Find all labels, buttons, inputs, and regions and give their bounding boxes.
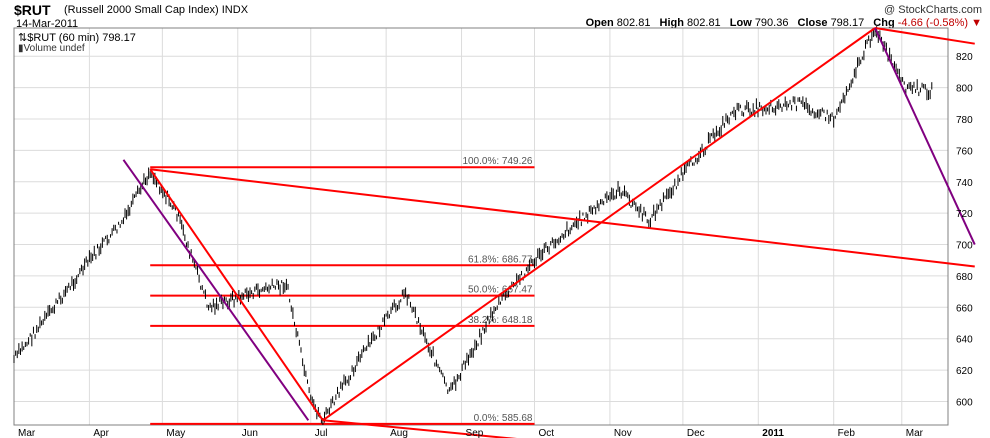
y-tick-label: 660 — [956, 303, 973, 314]
x-tick-label: Apr — [93, 428, 109, 438]
plot-border — [13, 27, 949, 426]
purple-channel-line-2 — [874, 27, 976, 245]
x-tick-label: Jul — [315, 428, 328, 438]
open-value: 802.81 — [616, 17, 651, 29]
long-resistance-line — [150, 168, 975, 268]
y-axis: 600 620 640 660 680 700 720 740 760 780 800 820 — [956, 52, 973, 408]
y-tick-label: 740 — [956, 178, 973, 189]
x-tick-label: Dec — [687, 428, 705, 438]
fib-label: 38.2%: 648.18 — [468, 315, 533, 326]
fib-label: 0.0%: 585.68 — [474, 413, 533, 424]
high-label: High — [659, 17, 684, 29]
fibonacci-levels: 100.0%: 749.26 61.8%: 686.77 50.0%: 667.47… — [150, 156, 535, 425]
exchange: INDX — [221, 4, 249, 16]
x-tick-label: May — [166, 428, 185, 438]
quote-bar: Open 802.81 High 802.81 Low 790.36 Close… — [580, 17, 982, 29]
fib-label: 50.0%: 667.47 — [468, 285, 533, 296]
y-tick-label: 780 — [956, 115, 973, 126]
close-value: 798.17 — [830, 17, 865, 29]
series-legend: ⇅$RUT (60 min) 798.17 — [18, 31, 136, 44]
chg-label: Chg — [873, 17, 895, 29]
y-tick-label: 600 — [956, 397, 973, 408]
y-tick-label: 760 — [956, 146, 973, 157]
price-series — [13, 26, 933, 425]
low-value: 790.36 — [754, 17, 789, 29]
chart-date: 14-Mar-2011 — [16, 18, 79, 30]
volume-legend: ▮Volume undef — [18, 43, 85, 54]
chart-grid — [13, 28, 948, 425]
x-tick-label: 2011 — [762, 428, 784, 438]
bottom-support-line — [322, 419, 518, 438]
down-arrow-icon: ▼ — [971, 17, 982, 29]
x-tick-label: Feb — [838, 428, 856, 438]
x-tick-label: Mar — [18, 428, 36, 438]
x-axis: Mar Apr May Jun Jul Aug Sep Oct Nov Dec 2011 Feb Mar — [18, 428, 924, 438]
y-tick-label: 820 — [956, 52, 973, 63]
symbol: $RUT — [14, 2, 51, 18]
index-name: (Russell 2000 Small Cap Index) INDX — [64, 4, 248, 16]
y-tick-label: 640 — [956, 335, 973, 346]
y-tick-label: 620 — [956, 366, 973, 377]
x-tick-label: Mar — [906, 428, 924, 438]
x-tick-label: Nov — [614, 428, 632, 438]
downtrend-line — [149, 168, 324, 421]
y-tick-label: 700 — [956, 241, 973, 252]
series-legend-text: $RUT (60 min) 798.17 — [27, 32, 136, 44]
fib-label: 61.8%: 686.77 — [468, 254, 533, 265]
x-tick-label: Oct — [539, 428, 555, 438]
volume-legend-icon: ▮ — [18, 43, 24, 54]
low-label: Low — [729, 17, 752, 29]
x-tick-label: Aug — [390, 428, 408, 438]
x-tick-label: Jun — [242, 428, 258, 438]
index-full-name: (Russell 2000 Small Cap Index) — [64, 4, 219, 16]
close-label: Close — [797, 17, 828, 29]
y-tick-label: 680 — [956, 272, 973, 283]
site-credit: @ StockCharts.com — [884, 4, 982, 16]
top-resistance-line — [874, 27, 975, 45]
y-tick-label: 720 — [956, 209, 973, 220]
high-value: 802.81 — [687, 17, 721, 29]
trendlines — [122, 27, 976, 438]
fib-label: 100.0%: 749.26 — [462, 156, 532, 167]
uptrend-line — [322, 27, 876, 422]
open-label: Open — [585, 17, 614, 29]
y-tick-label: 800 — [956, 84, 973, 95]
chg-value: -4.66 (-0.58%) — [897, 17, 969, 29]
series-legend-icon: ⇅ — [18, 32, 28, 44]
x-tick-label: Sep — [466, 428, 484, 438]
volume-legend-text: Volume undef — [23, 43, 85, 54]
purple-channel-line-1 — [122, 159, 310, 421]
